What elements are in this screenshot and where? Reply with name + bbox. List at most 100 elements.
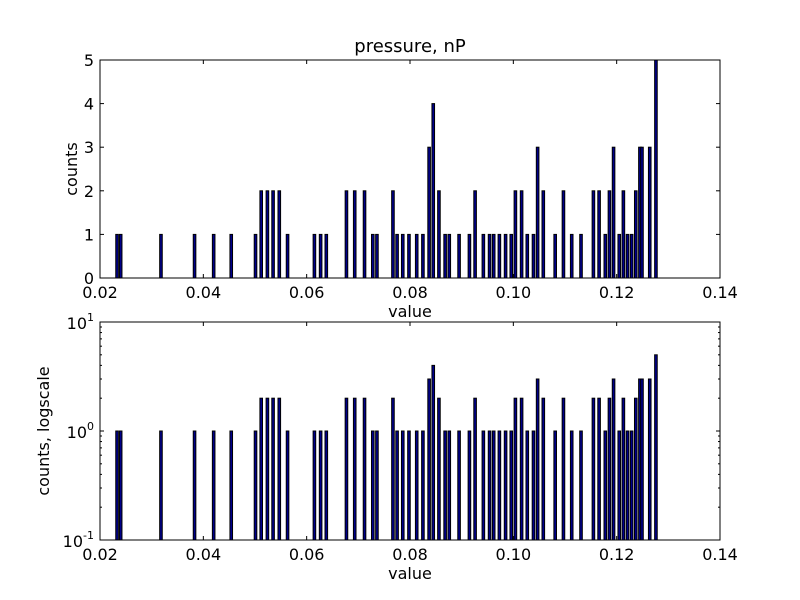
bars-log [115,354,658,541]
bar-log [407,430,411,541]
linear-x-tick-label: 0.10 [496,283,532,302]
bar-log [457,430,461,541]
bar [611,146,616,279]
bar [192,233,197,279]
bar [621,190,626,279]
bar-log [497,430,502,541]
bar-log [271,397,275,541]
linear-x-tick-label: 0.14 [702,283,738,302]
bar [629,233,634,279]
bar-log [535,378,540,541]
bar-log [371,430,375,541]
bar-log [437,397,441,541]
bar-log [591,397,596,541]
chart-title: pressure, nP [354,36,466,57]
bar-log [427,378,431,541]
bar [473,190,477,279]
bar-log [569,430,574,541]
bar [597,190,601,279]
bar-log [277,397,282,541]
log-x-tick-label: 0.12 [599,545,635,564]
bar-log [259,397,263,541]
bar-log [541,397,546,541]
bar [535,146,540,279]
bar-log [352,397,357,541]
bar-log [467,430,472,541]
bar-log [481,430,486,541]
bar-log [654,354,658,541]
bar [633,190,638,279]
bar-log [431,364,436,541]
linear-y-tick-label: 3 [84,138,94,157]
y-axis-label-linear: counts [62,142,81,195]
bar [509,233,514,279]
bar [591,190,596,279]
bar-log [491,430,496,541]
bar [491,233,496,279]
bar [561,190,566,279]
y-axis-label-log: counts, logscale [34,366,53,495]
bar [352,190,357,279]
linear-x-tick-label: 0.08 [392,283,428,302]
bar-log [640,378,644,541]
bar-log [118,430,123,541]
bar-log [629,430,634,541]
linear-x-tick-label: 0.02 [82,283,118,302]
linear-y-tick-label: 0 [84,269,94,288]
log-y-tick-label: 100 [67,420,94,442]
bar-log [607,397,612,541]
bar [647,146,652,279]
bar-log [561,397,566,541]
bar [503,233,508,279]
bar [159,233,163,279]
bar-log [285,430,290,541]
bar [541,190,546,279]
bar-log [318,430,323,541]
bar [437,190,441,279]
bar [640,146,644,279]
bar-log [362,397,367,541]
bar [607,190,612,279]
bar [497,233,502,279]
bar [625,233,630,279]
linear-y-tick-label: 2 [84,182,94,201]
bar-log [375,430,379,541]
bar-log [519,397,524,541]
bar-log [229,430,234,541]
bar-log [503,430,508,541]
bar [579,233,583,279]
linear-y-tick-label: 4 [84,95,94,114]
bar-log [421,430,425,541]
bar-log [553,430,557,541]
bar [447,233,452,279]
bar [324,233,329,279]
bar [395,233,399,279]
bar-log [509,430,514,541]
bar [312,233,317,279]
bar-log [115,430,119,541]
bar [603,233,608,279]
linear-y-tick-label: 1 [84,225,94,244]
bar-log [211,430,216,541]
ticks-linear: 0.02 0.04 0.06 0.08 0.10 0.12 0.14 0 1 2 3 4 5 [82,51,738,302]
bar-log [597,397,601,541]
bar [431,103,436,279]
log-x-tick-label: 0.06 [289,545,325,564]
linear-x-tick-label: 0.12 [599,283,635,302]
bar [391,190,395,279]
bar [654,59,658,279]
histogram-linear: pressure, nP 0.02 0.04 0.06 0.08 0.10 0.12 0.1… [62,36,738,321]
bar [400,233,405,279]
x-axis-label-log: value [388,564,432,583]
bar-log [192,430,197,541]
bar [519,190,524,279]
linear-x-tick-label: 0.04 [186,283,222,302]
bar-log [633,397,638,541]
bar [259,190,263,279]
bar-log [647,378,652,541]
log-x-tick-label: 0.02 [82,545,118,564]
bar [407,233,411,279]
bar-log [621,397,626,541]
histogram-log: 0.02 0.04 0.06 0.08 0.10 0.12 0.14 10-1 100 101 v… [34,311,738,583]
